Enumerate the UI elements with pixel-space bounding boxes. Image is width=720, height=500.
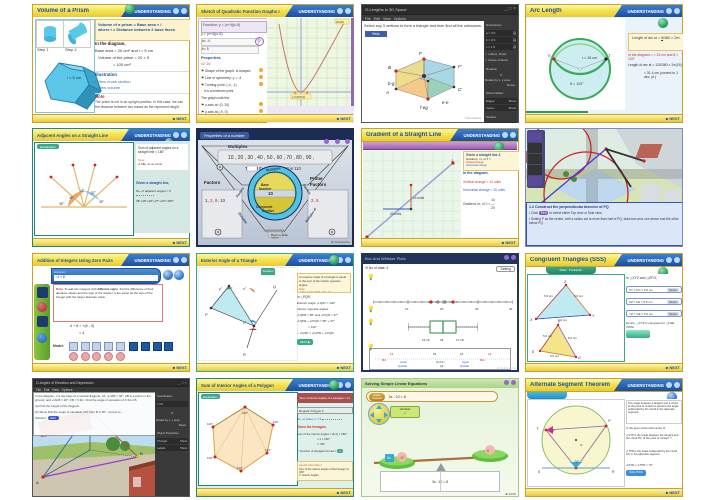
svg-text:Q: Q (273, 284, 276, 289)
svg-text:2, 5: 2, 5 (311, 198, 319, 203)
svg-text:Z: Z (563, 280, 567, 284)
svg-text:70°: 70° (574, 460, 580, 464)
svg-text:Q2: Q2 (440, 365, 444, 368)
svg-text:120°: 120° (237, 466, 243, 470)
svg-text:5.6 cm: 5.6 cm (543, 334, 553, 338)
svg-text:120°: 120° (265, 448, 271, 452)
svg-text:B: B (140, 451, 143, 456)
svg-text:20 units: 20 units (390, 212, 402, 216)
svg-text:5.6 cm: 5.6 cm (544, 294, 554, 298)
svg-text:T: T (608, 53, 611, 58)
svg-text:15,16: 15,16 (422, 338, 430, 342)
svg-text:Lower: Lower (400, 360, 407, 364)
svg-text:6.0 cm: 6.0 cm (550, 354, 560, 358)
svg-text:B: B (388, 65, 391, 70)
svg-text:E: E (532, 350, 535, 354)
svg-text:P: P (205, 312, 208, 317)
svg-text:3x: 3x (387, 456, 391, 460)
svg-text:1, 2, 9, 10: 1, 2, 9, 10 (205, 198, 226, 203)
svg-text:18: 18 (440, 338, 444, 342)
svg-text:Back to Main: Back to Main (271, 233, 289, 237)
svg-text:5.0 cm: 5.0 cm (574, 294, 584, 298)
svg-text:20: 20 (440, 307, 444, 311)
svg-text:S: S (538, 470, 541, 474)
svg-text:12: 12 (390, 352, 394, 356)
svg-text:Factors: Factors (310, 182, 327, 187)
svg-text:y°: y° (219, 287, 223, 291)
svg-text:120°: 120° (207, 422, 213, 426)
svg-text:Quartile: Quartile (398, 364, 408, 368)
svg-text:F: F (419, 51, 422, 56)
svg-text:Y: Y (592, 314, 595, 318)
svg-text:8: 8 (487, 449, 489, 453)
svg-text:(8,20): (8,20) (336, 20, 344, 24)
svg-text:30: 30 (475, 307, 479, 311)
svg-text:70°: 70° (550, 429, 556, 433)
svg-text:28°: 28° (80, 189, 86, 193)
svg-text:14 units: 14 units (413, 196, 425, 200)
svg-text:16: 16 (460, 352, 464, 356)
svg-text:f-eg: f-eg (420, 105, 428, 110)
svg-text:37°: 37° (91, 191, 97, 195)
svg-text:Median: Median (436, 360, 445, 364)
svg-text:Number: Number (259, 187, 272, 191)
svg-text:A: A (385, 90, 389, 95)
svg-text:S: S (548, 53, 551, 58)
svg-text:10 , 20 , 30 , 40 , 50 , 60 ,: 10 , 20 , 30 , 40 , 50 , 60 , 70 , 80 , … (228, 155, 314, 161)
svg-text:Multiples: Multiples (228, 144, 248, 149)
svg-text:Factors: Factors (204, 180, 221, 185)
svg-text:x°: x° (243, 287, 247, 291)
svg-text:38°: 38° (69, 196, 75, 200)
svg-text:19: 19 (488, 352, 492, 356)
svg-text:Upper: Upper (462, 360, 469, 364)
svg-text:F': F' (458, 64, 462, 69)
svg-text:R: R (243, 352, 246, 357)
svg-text:120°: 120° (207, 456, 213, 460)
svg-text:Max: Max (480, 358, 486, 362)
svg-text:C': C' (458, 87, 462, 92)
svg-text:120°: 120° (273, 420, 279, 424)
svg-text:P: P (608, 418, 611, 423)
svg-text:r = 15 cm: r = 15 cm (582, 56, 597, 60)
svg-text:Prime: Prime (310, 176, 323, 181)
svg-text:T: T (536, 426, 539, 431)
svg-text:39°: 39° (99, 200, 105, 204)
svg-text:15: 15 (433, 352, 437, 356)
svg-text:R: R (612, 470, 615, 474)
svg-text:10: 10 (268, 191, 274, 196)
svg-text:G: G (578, 356, 581, 360)
svg-text:17,18: 17,18 (456, 338, 464, 342)
svg-text:120°: 120° (242, 411, 248, 415)
svg-text:Number: Number (262, 209, 275, 213)
svg-text:(-4,0)(5,0): (-4,0)(5,0) (292, 95, 305, 99)
svg-text:A: A (36, 480, 39, 485)
svg-text:Min: Min (382, 358, 387, 362)
svg-text:e-e: e-e (442, 100, 449, 105)
svg-text:X: X (529, 318, 533, 322)
svg-text:b-g: b-g (388, 81, 395, 86)
svg-text:-10: -10 (399, 456, 404, 460)
svg-text:38°: 38° (59, 202, 65, 206)
svg-text:θ = 120°: θ = 120° (570, 82, 584, 86)
svg-text:40: 40 (509, 307, 513, 311)
svg-text:Quartile: Quartile (460, 364, 470, 368)
svg-text:5.0 cm: 5.0 cm (568, 336, 578, 340)
svg-text:10: 10 (405, 307, 409, 311)
